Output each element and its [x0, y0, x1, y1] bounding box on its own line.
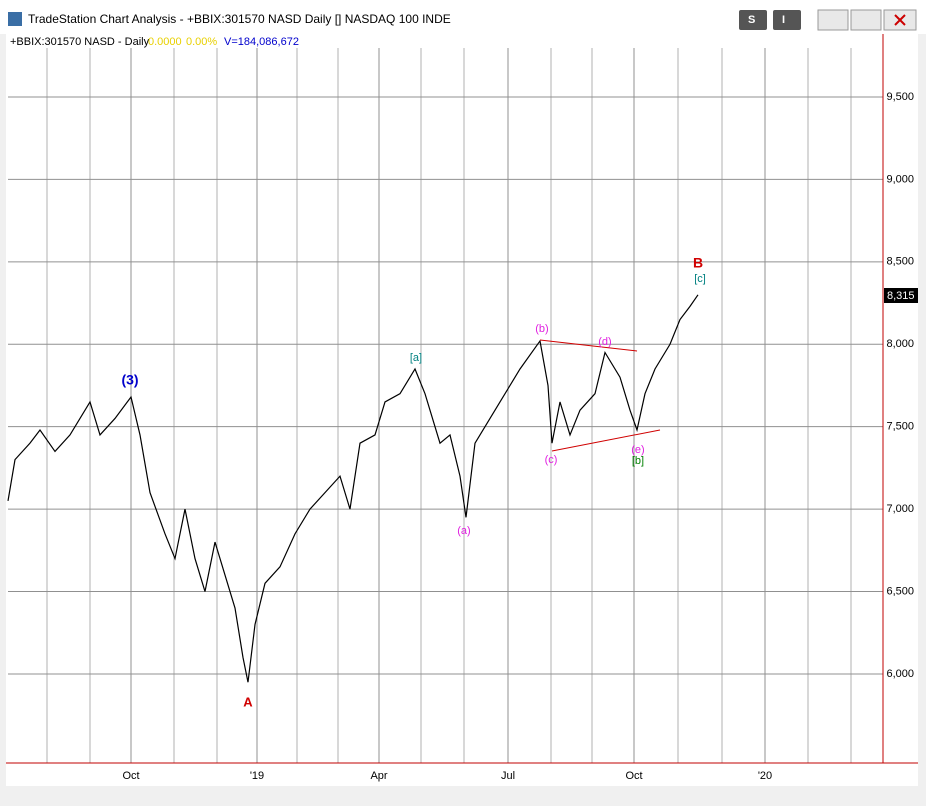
month-grid — [46, 48, 852, 763]
symbol: +BBIX:301570 NASD - Daily — [10, 36, 150, 48]
y-tick-label: 8,000 — [886, 338, 914, 350]
wave-label: (e) — [631, 444, 644, 456]
s-button-label[interactable]: S — [748, 14, 755, 26]
x-tick-label: Apr — [370, 770, 387, 782]
last-price-box — [884, 288, 918, 303]
title-bar — [0, 0, 926, 34]
change-pct: 0.00% — [186, 36, 217, 48]
wave-label: (b) — [535, 323, 548, 335]
wave-label: (3) — [121, 372, 138, 388]
chart-area — [6, 34, 918, 786]
y-tick-label: 7,500 — [886, 421, 914, 433]
close-icon — [894, 14, 906, 26]
x-tick-label: '20 — [758, 770, 772, 782]
app-icon — [8, 12, 22, 26]
y-tick-label: 6,500 — [886, 585, 914, 597]
x-tick-label: '19 — [250, 770, 264, 782]
minimize-button[interactable] — [817, 9, 849, 31]
y-tick-label: 9,000 — [886, 173, 914, 185]
wave-label: [b] — [632, 455, 644, 467]
wave-label: B — [693, 255, 703, 271]
scrollbar[interactable] — [0, 786, 926, 801]
x-tick-label: Jul — [501, 770, 515, 782]
y-tick-label: 6,000 — [886, 668, 914, 680]
change: 0.0000 — [148, 36, 182, 48]
x-tick-label: Oct — [122, 770, 139, 782]
wave-label: (a) — [457, 525, 470, 537]
triangle-line — [551, 429, 661, 452]
price-line — [7, 294, 699, 683]
wave-label: [a] — [410, 352, 422, 364]
window-title: TradeStation Chart Analysis - +BBIX:3015… — [28, 12, 451, 26]
triangle-line — [539, 339, 638, 352]
y-tick-label: 7,000 — [886, 503, 914, 515]
x-tick-label: Oct — [625, 770, 642, 782]
s-button[interactable] — [739, 10, 767, 30]
i-button-label[interactable]: I — [782, 14, 785, 26]
wave-label: [c] — [694, 273, 706, 285]
wave-label: (d) — [598, 336, 611, 348]
i-button[interactable] — [773, 10, 801, 30]
maximize-button[interactable] — [850, 9, 882, 31]
wave-label: (c) — [545, 454, 558, 466]
y-tick-label: 8,500 — [886, 256, 914, 268]
last-price: 8,315 — [887, 290, 915, 302]
volume: V=184,086,672 — [224, 36, 299, 48]
wave-label: A — [243, 694, 253, 709]
y-tick-label: 9,500 — [886, 91, 914, 103]
